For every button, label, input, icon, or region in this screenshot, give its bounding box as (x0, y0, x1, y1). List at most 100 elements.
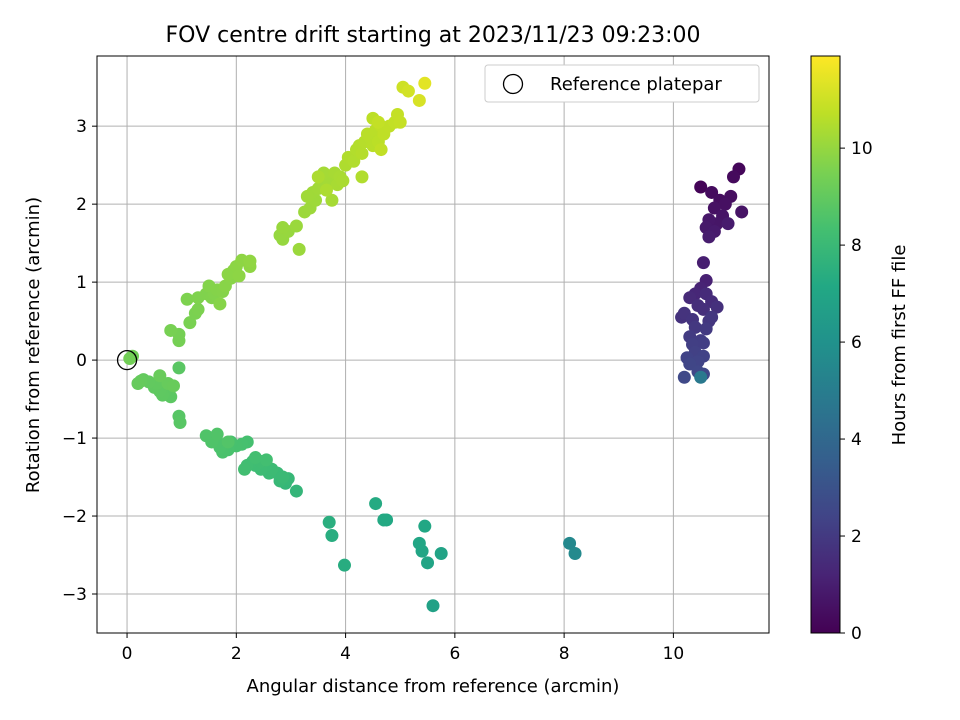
data-point (292, 242, 306, 256)
legend-reference-marker-icon (502, 73, 524, 95)
data-point (412, 536, 426, 550)
data-point (401, 84, 415, 98)
data-point (153, 369, 167, 383)
data-point (377, 513, 391, 527)
colorbar (810, 55, 841, 634)
data-point (300, 189, 314, 203)
data-point (705, 185, 719, 199)
data-points (123, 76, 749, 613)
data-point (696, 302, 710, 316)
data-point (131, 376, 145, 390)
data-point (276, 221, 290, 235)
data-point (243, 254, 257, 268)
data-point (699, 322, 713, 336)
data-point (221, 435, 235, 449)
data-point (726, 170, 740, 184)
x-tick-label: 8 (559, 644, 570, 664)
data-point (221, 267, 235, 281)
data-point (718, 197, 732, 211)
x-tick-label: 2 (231, 644, 242, 664)
legend: Reference platepar (484, 64, 760, 103)
data-point (418, 76, 432, 90)
data-point (322, 515, 336, 529)
data-point (173, 415, 187, 429)
colorbar-tick-label: 4 (851, 430, 862, 450)
x-tick-label: 10 (663, 644, 685, 664)
data-point (166, 379, 180, 393)
data-point (325, 529, 339, 543)
colorbar-tick-label: 0 (851, 624, 862, 644)
data-point (710, 300, 724, 314)
data-point (172, 361, 186, 375)
colorbar-tick-label: 6 (851, 333, 862, 353)
colorbar-ticks: 0 2 4 6 8 10 (840, 139, 873, 644)
x-axis-label: Angular distance from reference (arcmin) (247, 676, 620, 697)
data-point (568, 546, 582, 560)
colorbar-tick-label: 10 (851, 139, 873, 159)
data-point (434, 546, 448, 560)
data-point (683, 357, 697, 371)
y-tick-label: 0 (76, 351, 87, 371)
data-point (319, 183, 333, 197)
data-point (412, 93, 426, 107)
y-tick-label: −3 (62, 585, 87, 605)
data-point (259, 453, 273, 467)
data-point (336, 174, 350, 188)
data-point (426, 599, 440, 613)
data-point (369, 497, 383, 511)
y-tick-label: −2 (62, 507, 87, 527)
data-point (694, 370, 708, 384)
data-point (289, 484, 303, 498)
data-point (702, 230, 716, 244)
data-point (371, 115, 385, 129)
y-tick-label: 3 (76, 117, 87, 137)
data-point (707, 201, 721, 215)
legend-label: Reference platepar (550, 74, 722, 95)
data-point (248, 451, 262, 465)
reference-marker-group (116, 349, 138, 371)
chart-title: FOV centre drift starting at 2023/11/23 … (166, 23, 701, 48)
y-tick-label: −1 (62, 429, 87, 449)
reference-platepar-marker (116, 349, 138, 371)
data-point (123, 352, 137, 366)
data-point (563, 536, 577, 550)
data-point (418, 519, 432, 533)
data-point (210, 427, 224, 441)
data-point (199, 429, 213, 443)
colorbar-tick-label: 8 (851, 236, 862, 256)
x-tick-label: 0 (122, 644, 133, 664)
data-point (355, 146, 369, 160)
data-point (276, 470, 290, 484)
x-axis-ticks: 0 2 4 6 8 10 (122, 633, 685, 664)
data-point (347, 154, 361, 168)
y-tick-label: 1 (76, 273, 87, 293)
data-point (694, 180, 708, 194)
data-point (677, 370, 691, 384)
data-point (696, 256, 710, 270)
data-point (705, 310, 719, 324)
plot-area-frame (96, 55, 770, 634)
colorbar-label: Hours from first FF file (889, 245, 910, 446)
data-point (325, 193, 339, 207)
x-tick-label: 6 (449, 644, 460, 664)
x-tick-label: 4 (340, 644, 351, 664)
colorbar-tick-label: 2 (851, 527, 862, 547)
y-tick-label: 2 (76, 195, 87, 215)
y-axis-ticks: −3 −2 −1 0 1 2 3 (62, 117, 97, 605)
data-point (164, 323, 178, 337)
y-axis-label: Rotation from reference (arcmin) (23, 197, 44, 493)
data-point (213, 297, 227, 311)
data-point (421, 556, 435, 570)
data-point (355, 170, 369, 184)
data-point (238, 462, 252, 476)
data-point (180, 292, 194, 306)
data-point (683, 291, 697, 305)
data-point (311, 170, 325, 184)
legend-box (484, 64, 760, 103)
data-point (232, 269, 246, 283)
data-point (191, 302, 205, 316)
data-point (393, 115, 407, 129)
data-point (374, 143, 388, 157)
data-point (337, 558, 351, 572)
